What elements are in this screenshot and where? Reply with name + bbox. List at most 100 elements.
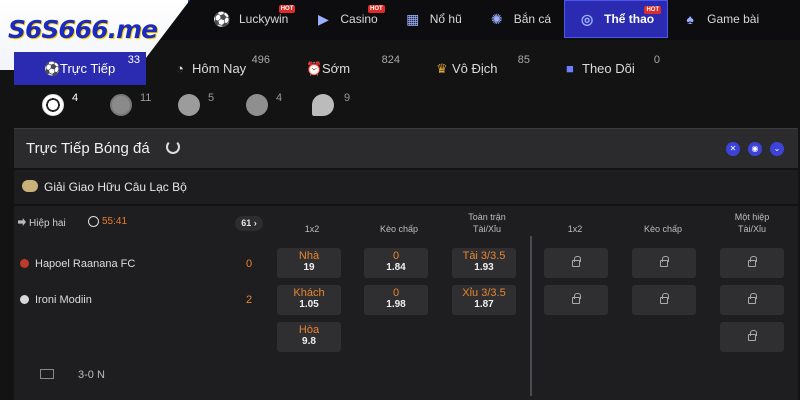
locked-odd: [720, 248, 784, 278]
col-header-1x2: 1x2: [304, 224, 320, 234]
tab-count: 824: [381, 54, 400, 66]
sport-count: 11: [140, 92, 152, 104]
odd-value: 1.87: [474, 299, 494, 310]
sport-table-tennis[interactable]: 9: [312, 92, 380, 120]
nav-ban-ca[interactable]: ✺ Bắn cá: [475, 0, 564, 38]
team-crest-icon: [20, 295, 29, 304]
live-icon: ⚽: [44, 61, 61, 76]
score-away: 2: [246, 294, 253, 306]
clock-icon: [88, 216, 99, 227]
tab-count: 33: [127, 54, 140, 66]
section-header: Trực Tiếp Bóng đá ✕ ◉ ⌄: [14, 128, 798, 168]
sport-soccer[interactable]: 4: [40, 92, 108, 120]
logo-text: S6S666.me: [8, 15, 158, 44]
bookmark-icon: ■: [566, 61, 574, 76]
tab-label: Sớm: [322, 61, 351, 76]
odd-value: 1.98: [386, 299, 406, 310]
lock-icon: [660, 256, 669, 267]
tab-label: Trực Tiếp: [60, 61, 116, 76]
nav-casino[interactable]: ▶ Casino HOT: [301, 0, 390, 38]
sport-tennis[interactable]: 5: [176, 92, 244, 120]
compass-icon: ◔: [176, 61, 184, 76]
soccer-ball-icon: ⚽: [213, 10, 231, 27]
lock-icon: [572, 293, 581, 304]
locked-odd: [720, 285, 784, 315]
arrow-icon: [18, 218, 26, 226]
sport-count: 4: [72, 92, 79, 104]
hot-badge: HOT: [644, 6, 662, 14]
column-divider: [530, 236, 532, 396]
nav-game-bai[interactable]: ♠ Game bài: [668, 0, 772, 38]
trophy-icon: ♛: [436, 61, 448, 76]
match-period: Hiệp hai: [18, 218, 66, 229]
sport-count: 4: [276, 92, 283, 104]
nav-no-hu[interactable]: ▦ Nổ hũ: [391, 0, 475, 38]
col-header-half-over-under: Một hiệp Tài/Xỉu: [734, 212, 770, 234]
odd-value: 1.93: [474, 262, 494, 273]
odd-label: Nhà: [298, 250, 320, 262]
tab-count: 496: [251, 54, 270, 66]
tab-count: 0: [653, 54, 660, 66]
settings-icon[interactable]: ◉: [748, 142, 762, 156]
match-clock: 55:41: [88, 216, 127, 227]
col-header-half-1x2: 1x2: [567, 224, 583, 234]
more-markets-button[interactable]: 61 ›: [235, 216, 263, 231]
slot-icon: ▦: [406, 10, 420, 27]
nav-label: Bắn cá: [513, 12, 552, 26]
section-title: Trực Tiếp Bóng đá: [26, 140, 150, 157]
odd-away[interactable]: Khách 1.05: [277, 285, 341, 315]
tab-som[interactable]: ⏰ Sớm 824: [276, 52, 406, 85]
col-header-half-handicap: Kèo chấp: [643, 224, 683, 234]
score-home: 0: [246, 258, 253, 270]
odd-over[interactable]: Tài 3/3.5 1.93: [452, 248, 516, 278]
lock-icon: [572, 256, 581, 267]
more-count: 61: [241, 218, 252, 228]
tab-label: Theo Dõi: [582, 61, 635, 76]
tab-label: Vô Địch: [452, 61, 498, 76]
odd-value: 9.8: [302, 336, 316, 347]
lock-icon: [748, 293, 757, 304]
col-header-handicap: Kèo chấp: [379, 224, 419, 234]
match-footer: 3-0 N: [40, 369, 105, 381]
tab-vo-dich[interactable]: ♛ Vô Địch 85: [406, 52, 536, 85]
lock-icon: [748, 256, 757, 267]
tab-hom-nay[interactable]: ◔ Hôm Nay 496: [146, 52, 276, 85]
odd-label: Tài 3/3.5: [462, 250, 506, 262]
tab-count: 85: [517, 54, 530, 66]
sport-basketball[interactable]: 11: [108, 92, 176, 120]
odd-draw[interactable]: Hòa 9.8: [277, 322, 341, 352]
nav-label: Luckywin: [239, 12, 289, 26]
odd-handicap-away[interactable]: 0 1.98: [364, 285, 428, 315]
sport-volleyball[interactable]: 4: [244, 92, 312, 120]
odd-label: Xỉu 3/3.5: [462, 287, 506, 299]
time-tabs: ⚽ Trực Tiếp 33 ◔ Hôm Nay 496 ⏰ Sớm 824 ♛…: [14, 52, 666, 86]
odd-label: 0: [392, 287, 400, 299]
league-header[interactable]: Giải Giao Hữu Câu Lạc Bộ: [14, 170, 798, 204]
locked-odd: [632, 248, 696, 278]
odd-handicap-home[interactable]: 0 1.84: [364, 248, 428, 278]
team-crest-icon: [20, 259, 29, 268]
locked-odd: [632, 285, 696, 315]
tab-truc-tiep[interactable]: ⚽ Trực Tiếp 33: [14, 52, 146, 85]
alarm-icon: ⏰: [306, 61, 323, 76]
sport-count: 5: [208, 92, 215, 104]
locked-odd: [544, 285, 608, 315]
nav-label: Nổ hũ: [429, 12, 462, 26]
soccer-icon: [42, 94, 64, 116]
team-name: Ironi Modiin: [35, 294, 92, 306]
hot-badge: HOT: [278, 5, 296, 13]
sport-count: 9: [344, 92, 351, 104]
play-icon: ▶: [317, 10, 329, 27]
odd-under[interactable]: Xỉu 3/3.5 1.87: [452, 285, 516, 315]
footer-text: 3-0 N: [78, 369, 105, 381]
filter-icon[interactable]: ✕: [726, 142, 740, 156]
odd-label: 0: [392, 250, 400, 262]
tab-theo-doi[interactable]: ■ Theo Dõi 0: [536, 52, 666, 85]
nav-the-thao[interactable]: ◎ Thể thao HOT: [564, 0, 669, 38]
hot-badge: HOT: [368, 5, 385, 13]
odd-home[interactable]: Nhà 19: [277, 248, 341, 278]
team-home: Hapoel Raanana FC: [20, 258, 135, 270]
collapse-icon[interactable]: ⌄: [770, 142, 784, 156]
refresh-icon[interactable]: [166, 140, 180, 154]
nav-luckywin[interactable]: ⚽ Luckywin HOT: [200, 0, 301, 38]
